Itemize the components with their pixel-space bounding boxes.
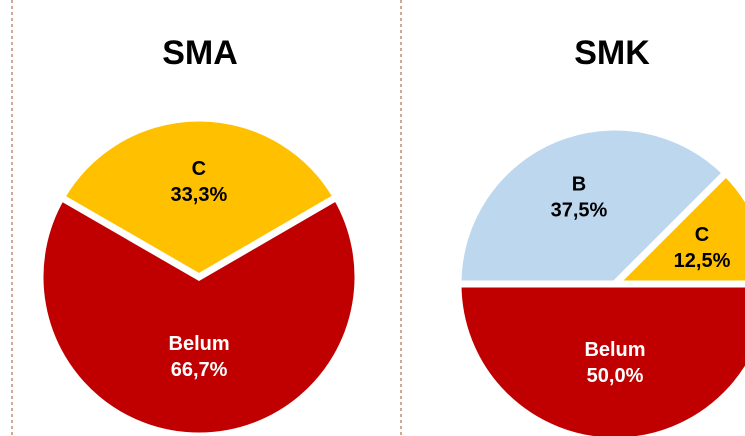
pie-slice <box>56 114 342 282</box>
pie-slice <box>606 168 745 288</box>
data-label: 33,3% <box>171 184 228 206</box>
slice-category: C <box>192 158 206 180</box>
pie-slice <box>36 192 362 436</box>
data-label: 50,0% <box>587 365 644 387</box>
slice-category: Belum <box>584 339 645 361</box>
pie-slice <box>454 123 731 288</box>
data-label: 66,7% <box>171 359 228 381</box>
chart-title: SMK <box>574 34 650 72</box>
slice-category: C <box>695 224 709 246</box>
chart-title: SMA <box>162 34 238 72</box>
data-label: 12,5% <box>674 250 731 272</box>
pie-slice <box>454 280 745 436</box>
slice-category: B <box>572 173 586 195</box>
data-label: 37,5% <box>551 199 608 221</box>
slice-category: Belum <box>169 333 230 355</box>
